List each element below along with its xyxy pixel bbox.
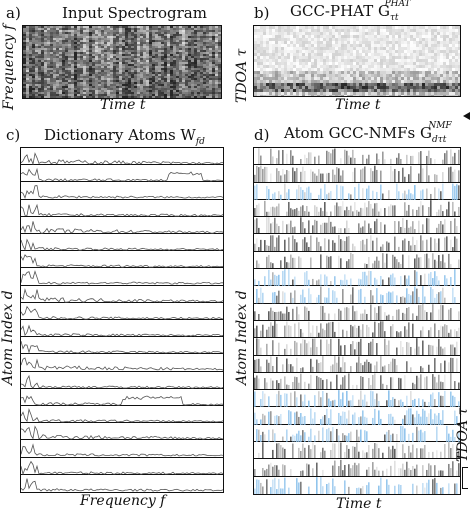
atom-row <box>21 251 223 269</box>
gcc-row <box>254 269 460 287</box>
panel-d-side-label: TDOA τ <box>455 407 471 462</box>
gcc-row <box>254 442 460 460</box>
panel-d-ylabel: Atom Index d <box>234 290 250 385</box>
panel-d-label: d) <box>254 126 270 144</box>
atom-row <box>21 372 223 389</box>
tdoa-marker-icon <box>463 112 470 120</box>
atom-row <box>21 423 223 441</box>
panel-d-xlabel: Time t <box>336 496 382 512</box>
atom-row <box>21 475 223 492</box>
panel-c-xlabel: Frequency f <box>80 493 166 509</box>
gcc-row <box>254 165 460 183</box>
atom-row <box>21 337 223 355</box>
gcc-row <box>254 476 460 494</box>
atom-row <box>21 148 223 166</box>
atom-row <box>21 165 223 183</box>
atom-row <box>21 217 223 234</box>
atom-row <box>21 200 223 217</box>
panel-a-label: a) <box>6 4 21 22</box>
gcc-row <box>254 321 460 339</box>
atom-row <box>21 268 223 286</box>
panel-b-ylabel: TDOA τ <box>234 48 250 103</box>
gcc-row <box>254 183 460 200</box>
gcc-row <box>254 338 460 356</box>
panel-d-title: Atom GCC-NMFs GdτtNMF <box>284 121 452 145</box>
atom-row <box>21 182 223 200</box>
gcc-row <box>254 373 460 391</box>
gcc-phat-map <box>253 25 461 97</box>
dictionary-atoms <box>20 147 224 493</box>
atom-row <box>21 389 223 406</box>
gcc-row <box>254 355 460 373</box>
gcc-row <box>254 286 460 304</box>
panel-a-xlabel: Time t <box>100 97 146 113</box>
panel-a-ylabel: Frequency f <box>1 24 17 110</box>
panel-a-title: Input Spectrogram <box>62 4 207 22</box>
gcc-row <box>254 390 460 408</box>
input-spectrogram <box>22 25 222 99</box>
panel-b-title: GCC-PHAT GτtPHAT <box>290 0 411 23</box>
atom-gcc-nmfs <box>253 147 461 495</box>
gcc-row <box>254 234 460 252</box>
gcc-row <box>254 459 460 477</box>
atom-row <box>21 458 223 475</box>
atom-row <box>21 440 223 458</box>
atom-row <box>21 286 223 303</box>
gcc-row <box>254 200 460 218</box>
tdoa-bracket <box>462 467 468 489</box>
gcc-row <box>254 252 460 270</box>
atom-row <box>21 234 223 252</box>
panel-b-xlabel: Time t <box>335 97 381 113</box>
atom-row <box>21 354 223 372</box>
atom-row <box>21 320 223 338</box>
gcc-row <box>254 425 460 443</box>
atom-row <box>21 303 223 320</box>
gcc-row <box>254 407 460 425</box>
gcc-row <box>254 148 460 166</box>
gcc-row <box>254 303 460 321</box>
atom-row <box>21 406 223 424</box>
panel-c-ylabel: Atom Index d <box>0 290 16 385</box>
gcc-row <box>254 217 460 235</box>
panel-c-title: Dictionary Atoms Wfd <box>44 126 205 147</box>
panel-b-label: b) <box>254 4 270 22</box>
panel-c-label: c) <box>6 126 21 144</box>
